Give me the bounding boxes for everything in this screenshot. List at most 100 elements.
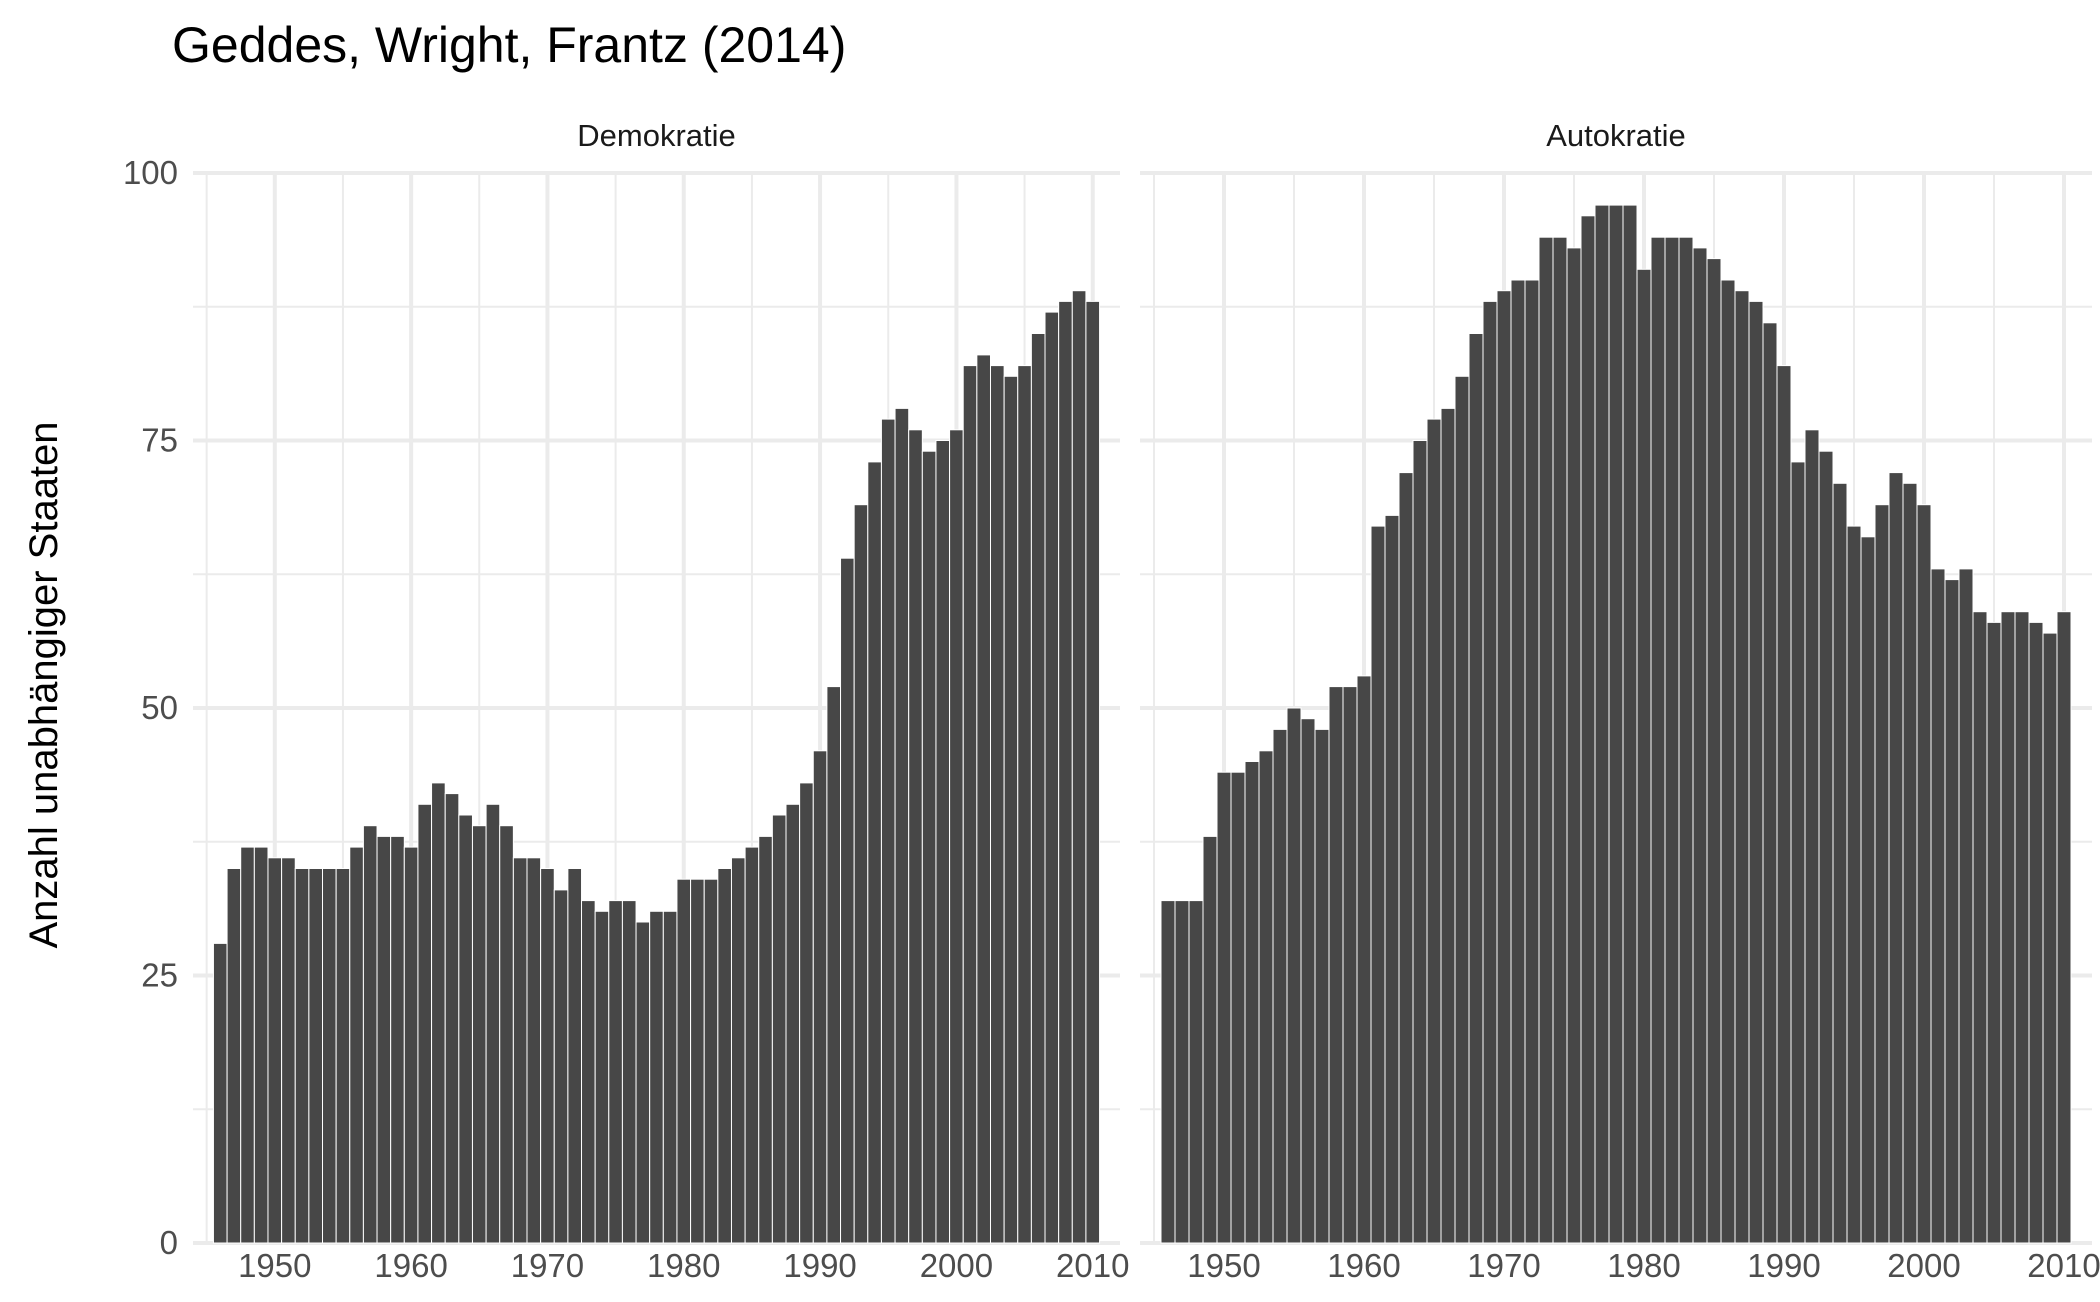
x-tick-label: 1990 [783, 1247, 856, 1284]
bar [976, 354, 991, 1244]
bar [1678, 236, 1694, 1244]
bar [676, 878, 692, 1244]
bar [403, 846, 419, 1244]
y-axis-label: Anzahl unabhängiger Staaten [22, 421, 66, 948]
bar [1342, 686, 1358, 1244]
bar [1622, 204, 1638, 1244]
bar [703, 878, 719, 1244]
bar [921, 450, 937, 1244]
bar [2042, 632, 2058, 1244]
x-tick-label: 1970 [511, 1247, 584, 1284]
bar [526, 857, 542, 1244]
bar [1300, 718, 1316, 1244]
bar [730, 857, 746, 1244]
bar [867, 461, 882, 1244]
x-tick-label: 1960 [374, 1247, 447, 1284]
bar [1370, 525, 1386, 1244]
bar [1030, 333, 1046, 1244]
bar [1510, 279, 1526, 1244]
bar [1818, 450, 1834, 1244]
bar [1552, 236, 1568, 1244]
bar [553, 889, 569, 1244]
bar [1482, 300, 1498, 1244]
x-tick-label: 1950 [238, 1247, 311, 1284]
panel-strip-label: Demokratie [577, 118, 736, 153]
bar [962, 365, 978, 1244]
bar [349, 846, 364, 1244]
bar [471, 825, 487, 1244]
bar [1286, 707, 1302, 1244]
bar [1650, 236, 1666, 1244]
panel-demokratie: Demokratie 1950 1960 1970 1980 1990 2000 2010 0 2… [123, 118, 1130, 1284]
bar [1058, 300, 1073, 1244]
bar [1524, 279, 1540, 1244]
bar [1384, 514, 1400, 1244]
x-tick-label: 1960 [1327, 1247, 1400, 1284]
bar [1958, 568, 1974, 1244]
bar [1972, 611, 1988, 1244]
bar [362, 825, 378, 1244]
bar [949, 429, 964, 1244]
panel-autokratie: Autokratie 1950 1960 1970 1980 1990 2000 2010 [1140, 118, 2100, 1284]
bar [880, 418, 896, 1244]
bar [226, 868, 242, 1244]
bar [1426, 418, 1442, 1244]
x-tick-label: 2010 [2027, 1247, 2100, 1284]
bar [1085, 300, 1101, 1244]
bar [1003, 375, 1019, 1244]
bar [1860, 536, 1876, 1244]
bar [1538, 236, 1554, 1244]
bar [1468, 333, 1484, 1244]
bar [2014, 611, 2030, 1244]
panel-strip-label: Autokratie [1546, 118, 1686, 153]
bar [540, 868, 555, 1244]
bar [1202, 835, 1218, 1244]
bar [1216, 771, 1232, 1244]
bar [594, 910, 610, 1244]
bar [1762, 322, 1778, 1244]
bar [908, 429, 923, 1244]
bar [240, 846, 255, 1244]
bar [1832, 482, 1848, 1244]
bar [1071, 290, 1087, 1244]
bar [390, 835, 405, 1244]
bar [2056, 611, 2072, 1244]
bar [1790, 461, 1806, 1244]
bar [812, 750, 828, 1244]
bar [253, 846, 269, 1244]
bar [1272, 728, 1288, 1244]
bar [1692, 247, 1708, 1244]
bar [894, 407, 910, 1244]
bar [1580, 215, 1596, 1244]
chart-title: Geddes, Wright, Frantz (2014) [172, 17, 846, 73]
bar [1734, 290, 1750, 1244]
y-tick-label: 0 [160, 1224, 178, 1261]
bar [1328, 686, 1344, 1244]
bar [1594, 204, 1610, 1244]
bar [1846, 525, 1862, 1244]
bar [1044, 311, 1060, 1244]
bar [1664, 236, 1680, 1244]
panels-layer: Demokratie 1950 1960 1970 1980 1990 2000 2010 0 2… [123, 118, 2100, 1284]
bar [649, 910, 664, 1244]
bar [771, 814, 787, 1244]
bar [376, 835, 392, 1244]
bar [1244, 761, 1260, 1244]
bar [662, 910, 678, 1244]
bar [1440, 407, 1456, 1244]
bar [1398, 472, 1414, 1244]
x-tick-label: 2000 [1887, 1247, 1960, 1284]
bar [1566, 247, 1582, 1244]
bar [1776, 365, 1792, 1244]
bar [717, 868, 732, 1244]
bar [853, 504, 869, 1244]
bar [1902, 482, 1918, 1244]
bar [2000, 611, 2016, 1244]
bar [444, 793, 460, 1244]
x-tick-label: 2000 [920, 1247, 993, 1284]
x-tick-label: 2010 [1056, 1247, 1129, 1284]
bar [785, 803, 801, 1244]
x-tick-label: 1980 [647, 1247, 720, 1284]
